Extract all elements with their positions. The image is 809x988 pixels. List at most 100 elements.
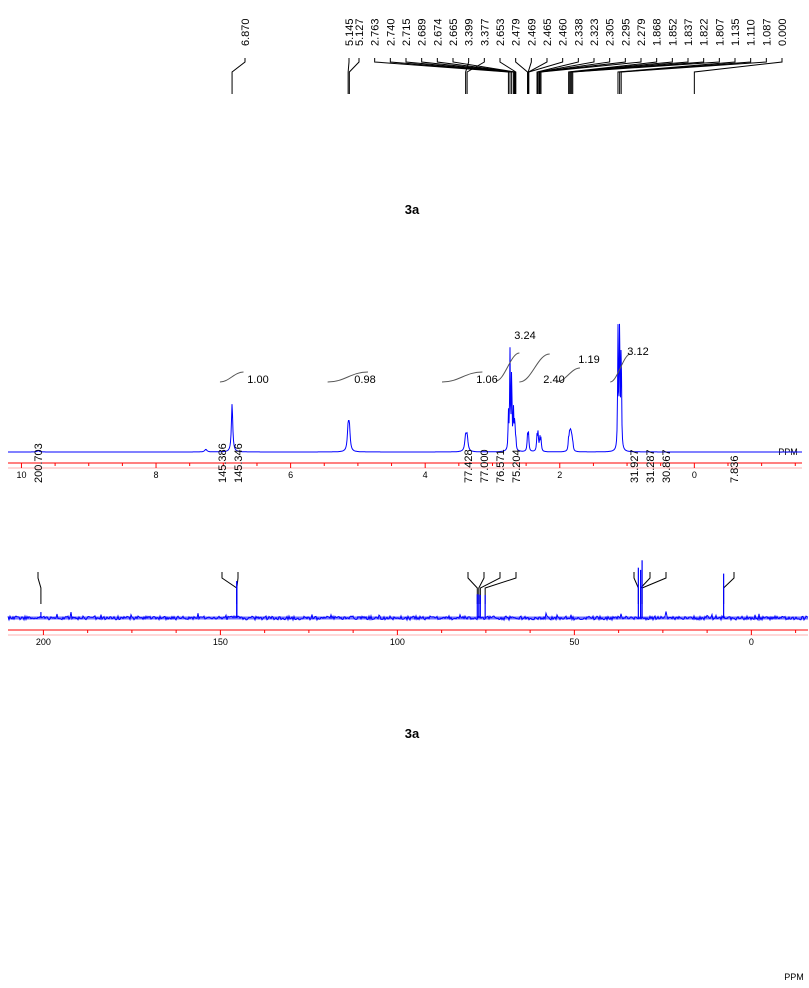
h1-peak-marker bbox=[619, 58, 752, 94]
h1-peak-label: 2.653 bbox=[495, 18, 507, 46]
c13-peak-label: 7.836 bbox=[729, 455, 741, 483]
h1-integral-curve bbox=[519, 353, 550, 383]
h1-peak-marker bbox=[572, 58, 720, 94]
h1-integral-curve bbox=[327, 371, 368, 383]
h1-peak-marker bbox=[465, 58, 470, 94]
h1-tick-label: 2 bbox=[557, 470, 562, 480]
h1-peak-marker bbox=[374, 58, 509, 94]
h1-peak-label: 2.665 bbox=[448, 18, 460, 46]
h1-peak-marker bbox=[405, 58, 513, 94]
h1-peak-label: 1.110 bbox=[746, 19, 758, 46]
h1-peak-label: 2.465 bbox=[542, 18, 554, 46]
h1-integral-value: 1.19 bbox=[578, 354, 599, 366]
h1-peak-label: 1.868 bbox=[652, 18, 664, 46]
c13-peak-label: 200.703 bbox=[33, 443, 45, 483]
h1-integral-value: 1.06 bbox=[476, 374, 497, 386]
h1-peak-marker bbox=[536, 58, 579, 94]
h1-integral-value: 3.12 bbox=[627, 346, 648, 358]
h1-integral-curve bbox=[219, 371, 244, 383]
h1-integral-value: 2.40 bbox=[543, 374, 564, 386]
h1-peak-label: 3.399 bbox=[464, 18, 476, 46]
c13-peak-label: 30.867 bbox=[661, 449, 673, 483]
h1-peak-label: 1.087 bbox=[761, 18, 773, 46]
h1-peak-marker bbox=[568, 58, 658, 94]
c13-tick-label: 100 bbox=[390, 637, 405, 647]
h1-peak-label: 2.279 bbox=[636, 18, 648, 46]
c13-tick-label: 50 bbox=[569, 637, 579, 647]
h1-tick-label: 10 bbox=[16, 470, 26, 480]
h1-peak-marker bbox=[538, 58, 611, 94]
h1-peak-label: 2.460 bbox=[558, 18, 570, 46]
h1-peak-label: 2.763 bbox=[370, 18, 382, 46]
h1-peak-marker bbox=[620, 58, 767, 94]
h1-tick-label: 0 bbox=[692, 470, 697, 480]
h1-peak-marker bbox=[528, 58, 564, 94]
c13-noise-band bbox=[8, 616, 808, 620]
h1-tick-label: 8 bbox=[154, 470, 159, 480]
c13-tick-label: 150 bbox=[213, 637, 228, 647]
h1-integral-curve bbox=[495, 352, 520, 382]
h1-tick-label: 6 bbox=[288, 470, 293, 480]
c13-peak-label: 31.927 bbox=[629, 449, 641, 483]
h1-peak-marker bbox=[389, 58, 511, 94]
h1-peak-marker bbox=[539, 58, 626, 94]
h1-peak-label: 2.674 bbox=[432, 18, 444, 46]
h1-peak-label: 0.000 bbox=[777, 18, 789, 46]
h1-integral-curve bbox=[610, 353, 631, 383]
h1-peak-label: 6.870 bbox=[240, 18, 252, 46]
c13-peak-label: 77.000 bbox=[479, 449, 491, 483]
h1-integral-value: 1.00 bbox=[247, 374, 268, 386]
c13-tick-label: 200 bbox=[36, 637, 51, 647]
h1-tick-label: 4 bbox=[423, 470, 428, 480]
c13-peak-marker bbox=[484, 572, 517, 604]
h1-peak-label: 2.689 bbox=[417, 18, 429, 46]
h1-spectrum-title: 3a bbox=[405, 202, 420, 217]
h1-peak-marker bbox=[499, 58, 517, 94]
c13-peak-marker bbox=[221, 572, 238, 604]
c13-peak-label: 31.287 bbox=[645, 449, 657, 483]
c13-peak-label: 75.204 bbox=[511, 449, 523, 483]
h1-peak-label: 2.740 bbox=[385, 18, 397, 46]
c13-peak-marker bbox=[479, 572, 501, 604]
h1-peak-marker bbox=[569, 58, 673, 94]
c13-peak-marker bbox=[633, 572, 639, 604]
h1-peak-label: 1.837 bbox=[683, 18, 695, 46]
c13-peak-label: 77.428 bbox=[463, 449, 475, 483]
c13-axis-label: PPM bbox=[784, 972, 804, 982]
h1-peak-label: 3.377 bbox=[479, 18, 491, 46]
h1-peak-label: 1.852 bbox=[667, 18, 679, 46]
c13-peak-marker bbox=[467, 572, 478, 604]
h1-peak-label: 2.715 bbox=[401, 18, 413, 46]
h1-peak-label: 1.822 bbox=[699, 18, 711, 46]
c13-peak-marker bbox=[37, 572, 42, 604]
h1-peak-marker bbox=[570, 58, 689, 94]
h1-peak-marker bbox=[693, 58, 783, 94]
h1-peak-label: 2.305 bbox=[605, 18, 617, 46]
h1-peak-marker bbox=[231, 58, 246, 94]
h1-integral-value: 0.98 bbox=[354, 374, 375, 386]
c13-peak-marker bbox=[641, 572, 667, 604]
c13-peak-label: 145.346 bbox=[233, 443, 245, 483]
h1-peak-marker bbox=[348, 58, 360, 94]
h1-integral-curve bbox=[556, 367, 581, 383]
h1-peak-marker bbox=[617, 58, 736, 94]
h1-peak-label: 2.479 bbox=[511, 18, 523, 46]
h1-peak-label: 2.323 bbox=[589, 18, 601, 46]
h1-peak-label: 5.145 bbox=[344, 18, 356, 46]
h1-integral-value: 3.24 bbox=[514, 330, 535, 342]
c13-peak-marker bbox=[723, 572, 735, 604]
h1-peak-label: 2.295 bbox=[620, 18, 632, 46]
h1-peak-marker bbox=[466, 58, 485, 94]
h1-peak-marker bbox=[571, 58, 705, 94]
h1-peak-marker bbox=[537, 58, 595, 94]
h1-peak-label: 2.338 bbox=[573, 18, 585, 46]
h1-peak-label: 1.135 bbox=[730, 18, 742, 46]
h1-peak-label: 1.807 bbox=[714, 18, 726, 46]
h1-peak-marker bbox=[515, 58, 529, 94]
h1-spectrum-trace bbox=[8, 323, 802, 453]
h1-integral-curve bbox=[442, 371, 483, 383]
c13-tick-label: 0 bbox=[749, 637, 754, 647]
